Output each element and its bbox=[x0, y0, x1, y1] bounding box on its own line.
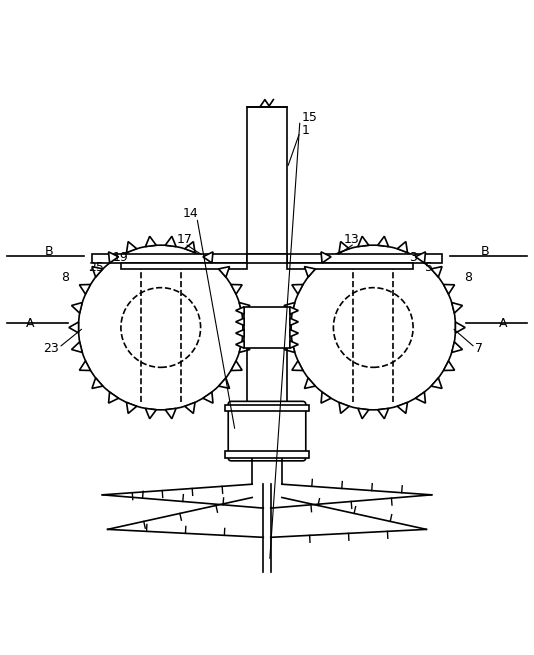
Bar bbox=[247, 254, 287, 263]
Polygon shape bbox=[292, 361, 303, 371]
Polygon shape bbox=[235, 307, 244, 314]
Bar bbox=[225, 451, 309, 458]
Polygon shape bbox=[203, 252, 213, 263]
Polygon shape bbox=[239, 342, 250, 352]
Polygon shape bbox=[235, 329, 244, 337]
Text: 17: 17 bbox=[177, 233, 193, 246]
Polygon shape bbox=[145, 236, 156, 246]
Polygon shape bbox=[339, 242, 349, 253]
Polygon shape bbox=[290, 318, 299, 326]
Polygon shape bbox=[92, 378, 103, 388]
FancyBboxPatch shape bbox=[228, 402, 306, 461]
Text: 25: 25 bbox=[88, 261, 104, 274]
Polygon shape bbox=[185, 402, 195, 413]
Polygon shape bbox=[145, 409, 156, 419]
Polygon shape bbox=[431, 378, 442, 388]
Polygon shape bbox=[165, 409, 176, 419]
Polygon shape bbox=[339, 402, 349, 413]
Bar bbox=[247, 107, 287, 254]
Polygon shape bbox=[80, 361, 91, 371]
Text: 8: 8 bbox=[464, 271, 472, 284]
Polygon shape bbox=[290, 307, 299, 314]
Text: A: A bbox=[499, 317, 508, 329]
Polygon shape bbox=[358, 236, 369, 246]
Polygon shape bbox=[443, 361, 454, 371]
Text: 1: 1 bbox=[302, 124, 309, 138]
Polygon shape bbox=[127, 402, 137, 413]
Text: 8: 8 bbox=[61, 271, 69, 284]
Polygon shape bbox=[203, 392, 213, 403]
Polygon shape bbox=[321, 252, 331, 263]
Polygon shape bbox=[443, 284, 454, 294]
Bar bbox=[225, 405, 309, 411]
Polygon shape bbox=[415, 252, 426, 263]
Polygon shape bbox=[378, 409, 389, 419]
Polygon shape bbox=[378, 236, 389, 246]
Polygon shape bbox=[218, 378, 230, 388]
Polygon shape bbox=[72, 342, 82, 352]
Text: 7: 7 bbox=[475, 343, 483, 355]
Polygon shape bbox=[92, 267, 103, 277]
Polygon shape bbox=[397, 402, 407, 413]
Polygon shape bbox=[321, 392, 331, 403]
Polygon shape bbox=[452, 303, 462, 313]
Polygon shape bbox=[69, 322, 78, 333]
Polygon shape bbox=[243, 322, 253, 333]
Polygon shape bbox=[281, 322, 291, 333]
Polygon shape bbox=[284, 303, 295, 313]
Bar bbox=[121, 263, 247, 269]
Bar bbox=[244, 307, 290, 348]
Bar bbox=[92, 254, 247, 263]
Polygon shape bbox=[108, 392, 119, 403]
Polygon shape bbox=[127, 242, 137, 253]
Polygon shape bbox=[452, 342, 462, 352]
Bar bbox=[287, 254, 442, 263]
Polygon shape bbox=[292, 284, 303, 294]
Polygon shape bbox=[218, 267, 230, 277]
Polygon shape bbox=[239, 303, 250, 313]
Polygon shape bbox=[185, 242, 195, 253]
Polygon shape bbox=[397, 242, 407, 253]
Polygon shape bbox=[231, 361, 242, 371]
Text: 23: 23 bbox=[43, 343, 59, 355]
Polygon shape bbox=[290, 329, 299, 337]
Polygon shape bbox=[431, 267, 442, 277]
Bar bbox=[287, 263, 413, 269]
Polygon shape bbox=[72, 303, 82, 313]
Polygon shape bbox=[165, 236, 176, 246]
Text: B: B bbox=[481, 245, 489, 258]
Polygon shape bbox=[108, 252, 119, 263]
Circle shape bbox=[291, 245, 456, 410]
Text: 14: 14 bbox=[183, 207, 199, 220]
Polygon shape bbox=[80, 284, 91, 294]
Polygon shape bbox=[304, 267, 316, 277]
Polygon shape bbox=[290, 341, 299, 348]
Text: 13: 13 bbox=[344, 233, 360, 246]
Polygon shape bbox=[235, 318, 244, 326]
Polygon shape bbox=[304, 378, 316, 388]
Polygon shape bbox=[284, 342, 295, 352]
Text: A: A bbox=[26, 317, 35, 329]
Polygon shape bbox=[231, 284, 242, 294]
Text: 19: 19 bbox=[113, 251, 129, 264]
Polygon shape bbox=[456, 322, 465, 333]
Polygon shape bbox=[358, 409, 369, 419]
Polygon shape bbox=[415, 392, 426, 403]
Text: B: B bbox=[45, 245, 53, 258]
Text: 5: 5 bbox=[425, 261, 433, 274]
Text: 3: 3 bbox=[409, 251, 417, 264]
Polygon shape bbox=[235, 341, 244, 348]
Circle shape bbox=[78, 245, 243, 410]
Text: 15: 15 bbox=[302, 111, 317, 124]
